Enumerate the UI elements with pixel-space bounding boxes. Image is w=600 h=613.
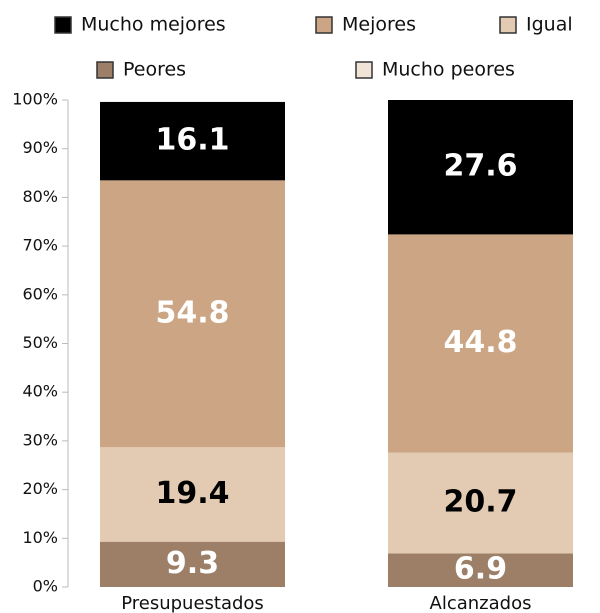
y-tick-label: 60% <box>22 284 58 303</box>
bar-segment <box>388 452 573 554</box>
legend-label: Mucho peores <box>382 59 515 81</box>
legend-swatch <box>54 16 72 34</box>
y-tick-label: 20% <box>22 479 58 498</box>
legend-swatch <box>315 16 333 34</box>
bar-segment <box>100 180 285 448</box>
bar-segment <box>100 447 285 542</box>
legend-label: Igual <box>526 14 573 36</box>
y-tick-label: 40% <box>22 382 58 401</box>
value-label: 16.1 <box>155 123 229 158</box>
bar-segment <box>388 553 573 587</box>
y-tick-label: 10% <box>22 528 58 547</box>
legend-label: Mucho mejores <box>81 14 226 36</box>
legend-swatch <box>96 61 114 79</box>
bar-segment <box>388 234 573 453</box>
bar-segment <box>100 101 285 181</box>
value-label: 6.9 <box>454 552 507 587</box>
value-label: 54.8 <box>155 295 229 330</box>
bar-segment <box>100 541 285 587</box>
value-label: 9.3 <box>166 546 219 581</box>
legend-swatch <box>355 61 373 79</box>
y-tick-label: 90% <box>22 138 58 157</box>
bar-segment <box>388 100 573 235</box>
value-label: 27.6 <box>443 149 517 184</box>
y-tick-label: 70% <box>22 236 58 255</box>
legend-label: Mejores <box>342 14 416 36</box>
value-label: 20.7 <box>443 484 517 519</box>
y-tick-label: 50% <box>22 333 58 352</box>
y-tick-label: 80% <box>22 187 58 206</box>
legend-swatch <box>499 16 517 34</box>
y-tick-label: 0% <box>33 577 58 596</box>
x-tick-label: Presupuestados <box>121 593 264 613</box>
value-label: 19.4 <box>155 476 229 511</box>
x-tick-label: Alcanzados <box>430 593 532 613</box>
y-tick-label: 100% <box>12 90 58 109</box>
legend-label: Peores <box>123 59 186 81</box>
value-label: 44.8 <box>443 325 517 360</box>
y-tick-label: 30% <box>22 430 58 449</box>
